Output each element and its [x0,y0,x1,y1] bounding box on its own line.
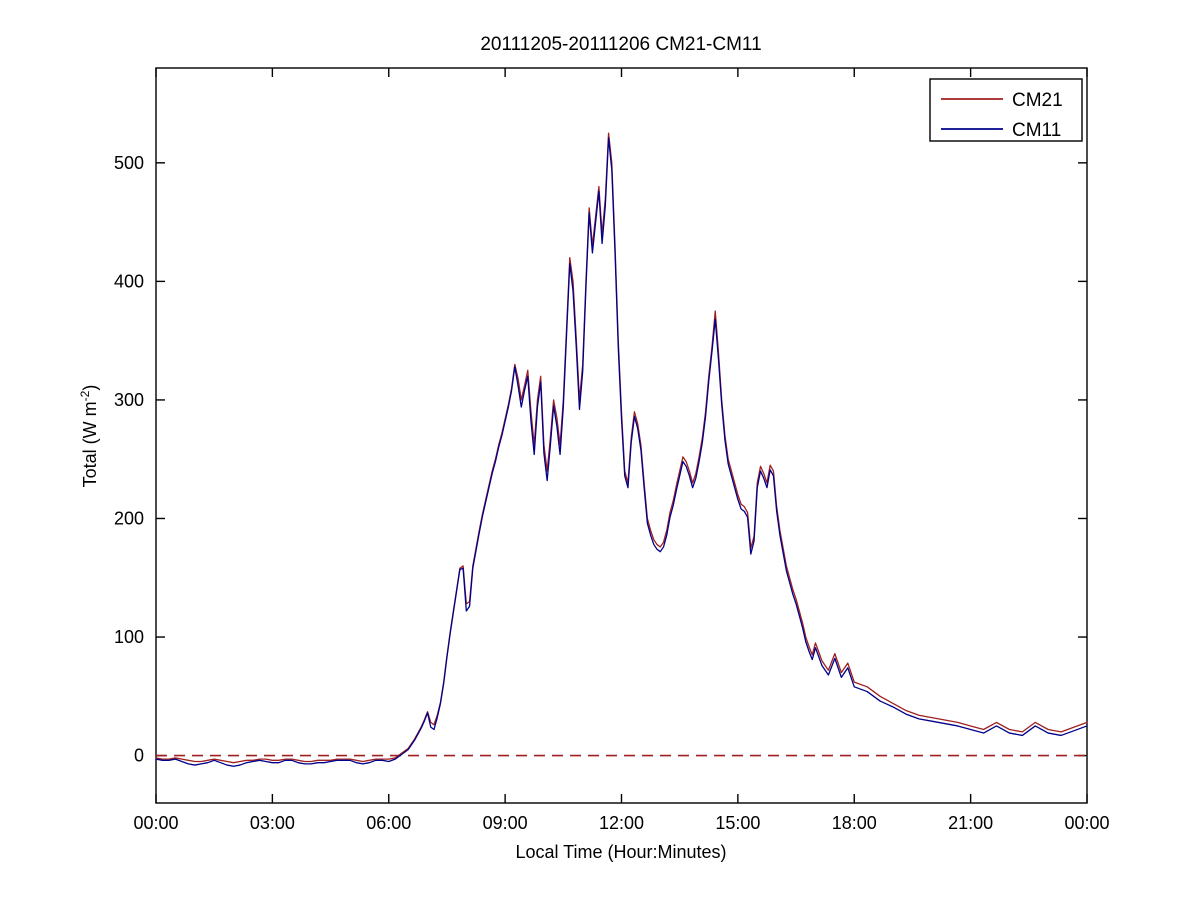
x-axis-ticks [155,68,1088,803]
x-tick-label: 03:00 [250,813,295,833]
legend-background [929,78,1083,142]
x-tick-label: 06:00 [366,813,411,833]
y-axis-tick-labels: 0 100 200 300 400 500 [114,153,144,766]
y-axis-label-close: ) [80,385,100,391]
y-axis-label-group: Total (W m-2) [78,385,100,488]
x-axis-tick-labels: 00:00 03:00 06:00 09:00 12:00 15:00 18:00 21:00… [133,813,1109,833]
x-axis-label: Local Time (Hour:Minutes) [515,842,726,862]
x-tick-label: 18:00 [832,813,877,833]
legend-entries: CM21 CM11 [941,90,1063,141]
legend[interactable]: CM21 CM11 [929,78,1083,142]
y-axis-label-superscript: -2 [78,390,92,401]
data-series-group [155,132,1088,767]
legend-label-cm11: CM11 [1012,120,1061,141]
x-tick-label: 00:00 [133,813,178,833]
chart-title: 20111205-20111206 CM21-CM11 [480,34,761,55]
x-tick-label: 09:00 [483,813,528,833]
legend-label-cm21: CM21 [1012,90,1063,111]
y-tick-label: 500 [114,153,144,173]
y-tick-label: 300 [114,390,144,410]
series-line-cm11 [155,137,1088,767]
x-tick-label: 21:00 [948,813,993,833]
y-tick-label: 0 [134,746,144,766]
x-tick-label: 00:00 [1064,813,1109,833]
x-tick-label: 12:00 [599,813,644,833]
y-tick-label: 400 [114,271,144,291]
y-tick-label: 100 [114,627,144,647]
y-axis-label-main: Total (W m [80,401,100,487]
x-tick-label: 15:00 [715,813,760,833]
y-axis-label: Total (W m-2) [78,385,100,488]
y-tick-label: 200 [114,508,144,528]
